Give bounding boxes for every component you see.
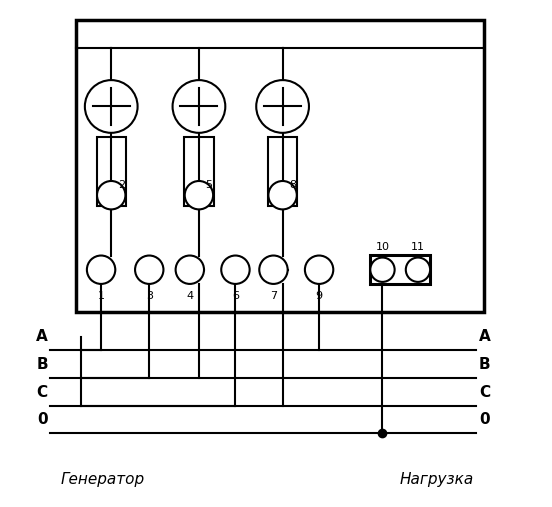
Circle shape: [85, 80, 137, 133]
Text: A: A: [36, 329, 48, 344]
Circle shape: [268, 181, 297, 209]
Text: C: C: [37, 384, 48, 400]
Text: Генератор: Генератор: [61, 472, 145, 487]
Text: 11: 11: [411, 242, 425, 252]
Circle shape: [176, 256, 204, 284]
Circle shape: [221, 256, 250, 284]
Circle shape: [256, 80, 309, 133]
Circle shape: [97, 181, 125, 209]
Text: Нагрузка: Нагрузка: [400, 472, 474, 487]
Bar: [76, 20, 484, 312]
Circle shape: [135, 256, 163, 284]
Circle shape: [87, 256, 115, 284]
Text: C: C: [479, 384, 490, 400]
Circle shape: [173, 80, 225, 133]
Text: 5: 5: [205, 180, 213, 190]
Text: 1: 1: [98, 291, 104, 301]
Text: B: B: [479, 356, 490, 372]
Text: A: A: [479, 329, 491, 344]
Text: 0: 0: [479, 412, 490, 427]
Circle shape: [305, 256, 333, 284]
Text: B: B: [36, 356, 48, 372]
Circle shape: [370, 258, 395, 282]
Bar: [97, 137, 126, 206]
Circle shape: [185, 181, 213, 209]
Text: 9: 9: [316, 291, 323, 301]
Text: 7: 7: [270, 291, 277, 301]
Circle shape: [406, 258, 430, 282]
Text: 0: 0: [37, 412, 48, 427]
Text: 8: 8: [289, 180, 296, 190]
Text: 2: 2: [118, 180, 125, 190]
Text: 6: 6: [232, 291, 239, 301]
Bar: [184, 137, 214, 206]
Bar: [370, 255, 429, 284]
Bar: [268, 137, 298, 206]
Text: 4: 4: [186, 291, 193, 301]
Text: 10: 10: [375, 242, 390, 252]
Text: 3: 3: [146, 291, 153, 301]
Circle shape: [259, 256, 288, 284]
